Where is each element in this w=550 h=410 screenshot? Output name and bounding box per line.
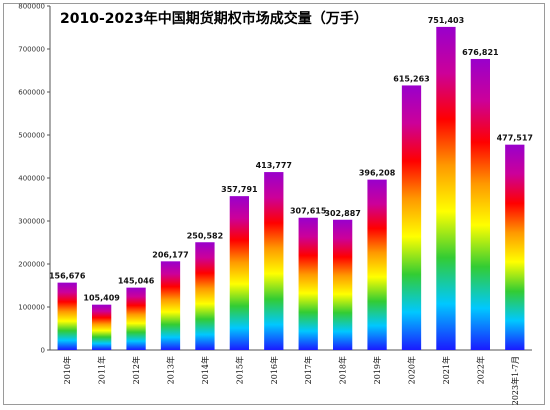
data-label: 145,046 bbox=[118, 277, 155, 286]
data-label: 105,409 bbox=[83, 294, 120, 303]
category-label: 2017年 bbox=[303, 356, 313, 384]
chart-title: 2010-2023年中国期货期权市场成交量（万手） bbox=[60, 10, 368, 27]
y-tick-label: 0 bbox=[41, 347, 45, 355]
data-labels: 156,676 105,409 145,046 206,177 250,582 357,7… bbox=[49, 16, 533, 303]
data-label: 615,263 bbox=[393, 74, 429, 83]
category-label: 2016年 bbox=[269, 356, 279, 384]
category-label: 2014年 bbox=[200, 356, 210, 384]
category-label: 2023年1-7月 bbox=[510, 356, 520, 405]
y-tick-label: 700000 bbox=[18, 46, 45, 54]
bar bbox=[401, 85, 422, 350]
y-tick-label: 100000 bbox=[18, 304, 45, 312]
category-label: 2011年 bbox=[97, 356, 107, 384]
category-label: 2015年 bbox=[234, 356, 244, 384]
category-label: 2010年 bbox=[62, 356, 72, 384]
data-label: 357,791 bbox=[221, 185, 258, 194]
data-label: 156,676 bbox=[49, 272, 86, 281]
bar bbox=[333, 219, 353, 350]
bars bbox=[57, 26, 525, 351]
bar bbox=[436, 26, 456, 351]
bar bbox=[57, 282, 77, 350]
data-label: 676,821 bbox=[462, 48, 499, 57]
y-tick-label: 800000 bbox=[18, 3, 45, 11]
category-label: 2021年 bbox=[441, 356, 451, 384]
bar bbox=[126, 287, 146, 350]
data-label: 302,887 bbox=[324, 209, 360, 218]
category-label: 2020年 bbox=[407, 356, 417, 384]
bar bbox=[505, 144, 525, 350]
bar bbox=[229, 196, 249, 350]
data-label: 477,517 bbox=[497, 134, 533, 143]
category-label: 2018年 bbox=[338, 356, 348, 384]
category-label: 2022年 bbox=[475, 356, 485, 384]
bar bbox=[160, 261, 181, 350]
y-tick-label: 400000 bbox=[18, 175, 45, 183]
category-label: 2019年 bbox=[372, 356, 382, 384]
bar bbox=[367, 179, 387, 350]
bar bbox=[470, 58, 490, 350]
bar bbox=[92, 304, 112, 350]
bar bbox=[195, 242, 215, 350]
y-tick-label: 300000 bbox=[18, 218, 45, 226]
data-label: 250,582 bbox=[187, 231, 223, 240]
y-tick-label: 600000 bbox=[18, 89, 45, 97]
category-label: 2012年 bbox=[131, 356, 141, 384]
y-tick-label: 500000 bbox=[18, 132, 45, 140]
category-labels: 2010年 2011年 2012年 2013年 2014年 2015年 2016年 2017年… bbox=[62, 356, 520, 405]
data-label: 413,777 bbox=[256, 161, 292, 170]
data-label: 751,403 bbox=[428, 16, 464, 25]
bar bbox=[298, 217, 318, 350]
data-label: 307,615 bbox=[290, 207, 327, 216]
bar bbox=[264, 172, 284, 350]
y-tick-label: 200000 bbox=[18, 261, 45, 269]
data-label: 396,208 bbox=[359, 169, 396, 178]
category-label: 2013年 bbox=[166, 356, 176, 384]
data-label: 206,177 bbox=[152, 250, 188, 259]
